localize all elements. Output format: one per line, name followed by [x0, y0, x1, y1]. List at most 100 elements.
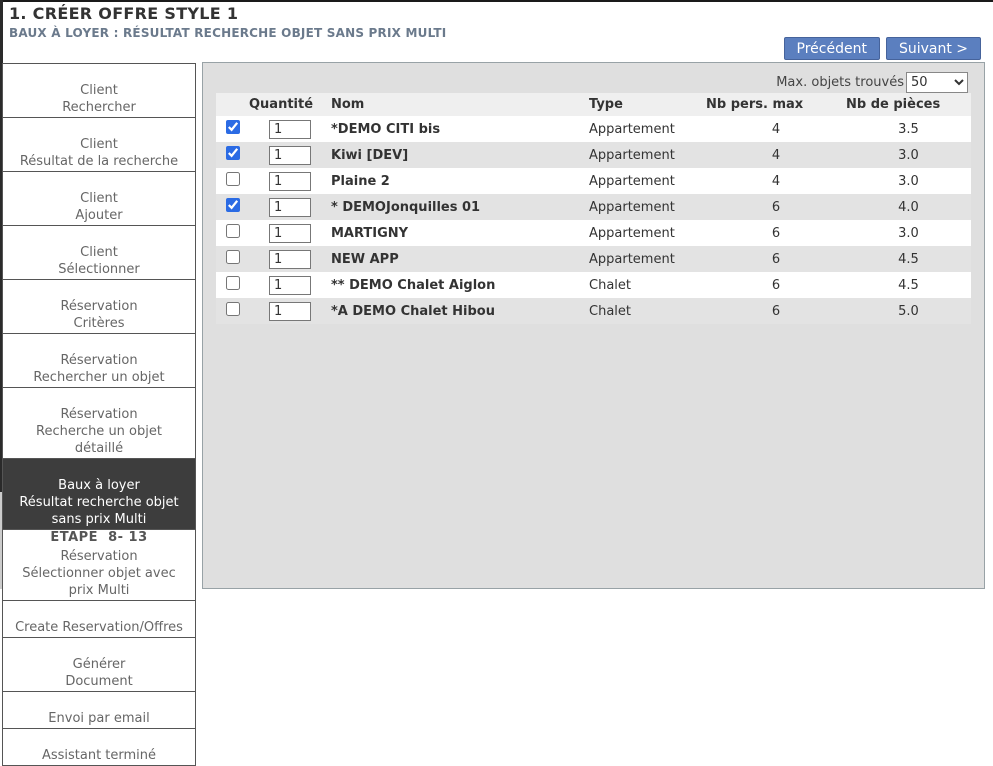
select-object-checkbox[interactable]: [225, 198, 240, 212]
object-type: Appartement: [589, 194, 706, 220]
wizard-step-label: Réservation Sélectionner objet avec prix…: [22, 549, 176, 598]
header-nb-pers-max: Nb pers. max: [706, 93, 846, 116]
wizard-nav: Précédent Suivant >: [783, 37, 981, 60]
wizard-step-label: Réservation Recherche un objet détaillé: [36, 407, 162, 456]
object-name: Kiwi [DEV]: [331, 142, 589, 168]
wizard-step-label: Client Résultat de la recherche: [19, 137, 179, 169]
quantity-input[interactable]: [269, 301, 311, 321]
wizard-step-item[interactable]: Client Ajouter: [3, 172, 195, 226]
select-object-checkbox[interactable]: [225, 276, 240, 290]
max-objects-label: Max. objets trouvés: [776, 75, 904, 90]
wizard-step-label: Client Ajouter: [75, 191, 123, 223]
max-objects-select[interactable]: 50: [906, 72, 968, 93]
wizard-step-label: Assistant terminé: [41, 748, 157, 763]
object-pers-max: 6: [706, 220, 846, 246]
object-row: *A DEMO Chalet Hibou Chalet 6 5.0: [216, 298, 971, 324]
object-pers-max: 6: [706, 194, 846, 220]
header-nb-de-pieces: Nb de pièces: [846, 93, 971, 116]
wizard-step-item[interactable]: Générer Document: [3, 638, 195, 692]
object-row: * DEMOJonquilles 01 Appartement 6 4.0: [216, 194, 971, 220]
object-pieces: 4.5: [846, 272, 971, 298]
quantity-input[interactable]: [269, 275, 311, 295]
object-name: *DEMO CITI bis: [331, 116, 589, 142]
select-object-checkbox[interactable]: [225, 302, 240, 316]
object-name: * DEMOJonquilles 01: [331, 194, 589, 220]
objects-table: Quantité Nom Type Nb pers. max Nb de piè…: [216, 93, 971, 324]
object-pieces: 3.0: [846, 142, 971, 168]
select-object-checkbox[interactable]: [225, 250, 240, 264]
object-name: *A DEMO Chalet Hibou: [331, 298, 589, 324]
object-pers-max: 4: [706, 142, 846, 168]
step-counter: ETAPE 8- 13: [50, 530, 148, 545]
wizard-step-item[interactable]: Client Rechercher: [3, 64, 195, 118]
object-pieces: 4.5: [846, 246, 971, 272]
object-name: Plaine 2: [331, 168, 589, 194]
wizard-step-item[interactable]: Baux à loyer Résultat recherche objet sa…: [3, 459, 195, 530]
header-quantite: Quantité: [249, 93, 331, 116]
wizard-step-item[interactable]: Create Reservation/Offres: [3, 601, 195, 638]
page-subtitle: BAUX À LOYER : RÉSULTAT RECHERCHE OBJET …: [9, 26, 447, 40]
wizard-step-label: Client Sélectionner: [58, 245, 140, 277]
object-pieces: 4.0: [846, 194, 971, 220]
wizard-step-item[interactable]: Assistant terminé: [3, 729, 195, 766]
quantity-input[interactable]: [269, 223, 311, 243]
object-pieces: 3.0: [846, 220, 971, 246]
object-name: ** DEMO Chalet Aiglon: [331, 272, 589, 298]
object-pers-max: 4: [706, 168, 846, 194]
wizard-step-item[interactable]: Réservation Rechercher un objet: [3, 334, 195, 388]
quantity-input[interactable]: [269, 119, 311, 139]
select-object-checkbox[interactable]: [225, 224, 240, 238]
table-header-row: Quantité Nom Type Nb pers. max Nb de piè…: [216, 93, 971, 116]
object-pieces: 3.0: [846, 168, 971, 194]
object-type: Appartement: [589, 220, 706, 246]
object-type: Appartement: [589, 246, 706, 272]
next-button[interactable]: Suivant >: [885, 37, 981, 60]
quantity-input[interactable]: [269, 171, 311, 191]
wizard-step-label: Réservation Rechercher un objet: [33, 353, 165, 385]
wizard-step-item[interactable]: Réservation Recherche un objet détaillé: [3, 388, 195, 459]
previous-button[interactable]: Précédent: [783, 37, 880, 60]
object-type: Chalet: [589, 272, 706, 298]
wizard-step-label: Envoi par email: [48, 711, 150, 726]
object-type: Appartement: [589, 168, 706, 194]
wizard-step-item[interactable]: Réservation Critères: [3, 280, 195, 334]
window-top-border: [0, 0, 993, 2]
object-pieces: 5.0: [846, 298, 971, 324]
select-object-checkbox[interactable]: [225, 146, 240, 160]
object-pers-max: 6: [706, 246, 846, 272]
object-row: MARTIGNY Appartement 6 3.0: [216, 220, 971, 246]
objects-tbody: *DEMO CITI bis Appartement 4 3.5 Kiwi [D…: [216, 116, 971, 324]
select-object-checkbox[interactable]: [225, 172, 240, 186]
window-left-border: [0, 0, 3, 492]
header-select-col: [216, 93, 249, 116]
object-name: NEW APP: [331, 246, 589, 272]
object-row: *DEMO CITI bis Appartement 4 3.5: [216, 116, 971, 142]
wizard-step-item[interactable]: Client Résultat de la recherche: [3, 118, 195, 172]
select-object-checkbox[interactable]: [225, 120, 240, 134]
header-type: Type: [589, 93, 706, 116]
wizard-step-label: Baux à loyer Résultat recherche objet sa…: [19, 478, 179, 527]
object-row: Kiwi [DEV] Appartement 4 3.0: [216, 142, 971, 168]
object-name: MARTIGNY: [331, 220, 589, 246]
object-row: NEW APP Appartement 6 4.5: [216, 246, 971, 272]
quantity-input[interactable]: [269, 249, 311, 269]
wizard-step-item[interactable]: Réservation Sélectionner objet avec prix…: [3, 530, 195, 601]
results-panel: Max. objets trouvés 50 Quantité Nom Type…: [202, 62, 985, 589]
header-nom: Nom: [331, 93, 589, 116]
quantity-input[interactable]: [269, 197, 311, 217]
wizard-step-label: Réservation Critères: [60, 299, 138, 331]
object-pers-max: 6: [706, 298, 846, 324]
object-pers-max: 4: [706, 116, 846, 142]
object-row: Plaine 2 Appartement 4 3.0: [216, 168, 971, 194]
wizard-step-item[interactable]: Client Sélectionner: [3, 226, 195, 280]
wizard-step-item[interactable]: Envoi par email: [3, 692, 195, 729]
quantity-input[interactable]: [269, 145, 311, 165]
wizard-step-label: Create Reservation/Offres: [15, 620, 183, 635]
wizard-step-label: Générer Document: [65, 657, 133, 689]
page-title: 1. CRÉER OFFRE STYLE 1: [9, 4, 239, 23]
object-type: Appartement: [589, 142, 706, 168]
wizard-steps-sidebar: Client Rechercher Client Résultat de la …: [2, 63, 196, 766]
object-row: ** DEMO Chalet Aiglon Chalet 6 4.5: [216, 272, 971, 298]
object-type: Chalet: [589, 298, 706, 324]
max-objects-control: Max. objets trouvés 50: [776, 72, 968, 93]
